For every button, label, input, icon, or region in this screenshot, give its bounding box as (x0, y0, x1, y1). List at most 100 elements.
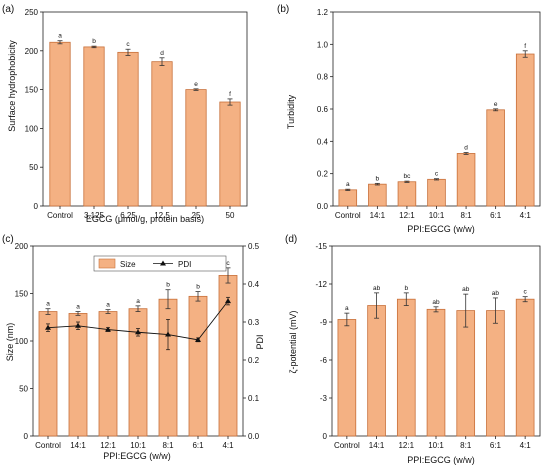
y-tick-label: 0.0 (317, 202, 329, 211)
y-tick-label: 0.8 (317, 73, 329, 82)
pdi-point (225, 298, 231, 304)
plot-a: 0 50 100 150 200 250 a Control b 3.125 c 6.25 d 12.5 e… (25, 8, 248, 220)
significance-letter: d (464, 144, 468, 151)
bar (397, 181, 417, 207)
x-tick-label: 14:1 (369, 441, 385, 450)
x-tick-label: Control (47, 211, 73, 220)
plot-b: 0.0 0.2 0.4 0.6 0.8 1.0 1.2 a Control b 14:1 bc 12:1… (317, 8, 541, 220)
x-tick-label: 12.5 (154, 211, 170, 220)
bar (68, 313, 88, 437)
legend-c: Size PDI (93, 255, 227, 272)
y-tick-label: 150 (25, 86, 39, 95)
significance-letter: e (494, 101, 498, 108)
bar (117, 51, 139, 207)
y-tick-label: 1.2 (317, 8, 329, 17)
x-tick-label: 6:1 (192, 441, 204, 450)
bar (486, 109, 505, 207)
bar (515, 53, 535, 207)
bar (396, 298, 416, 437)
bar (456, 310, 476, 437)
panel-b: (b) Turbidity PPI:EGCG (w/w) 0.00.20.40.… (277, 4, 541, 234)
bar (427, 178, 446, 207)
y-tick-label: 0.4 (317, 137, 329, 146)
significance-letter: c (524, 289, 528, 296)
y-tick-label: 250 (25, 8, 39, 17)
bar (337, 319, 357, 437)
x-tick-label: 8:1 (461, 211, 473, 220)
bar (188, 295, 208, 437)
y-tick-label: -12 (315, 280, 327, 289)
x-tick-label: Control (334, 441, 360, 450)
y-tick-label: 0 (24, 432, 29, 441)
significance-letter: a (345, 305, 349, 312)
legend-pdi-marker (160, 260, 166, 266)
significance-letter: e (194, 81, 198, 88)
significance-letter: b (196, 284, 200, 291)
y2-tick-label: 0.4 (248, 280, 260, 289)
significance-letter: a (136, 298, 140, 305)
y2label-c: PDI (255, 334, 265, 349)
x-tick-label: 4:1 (222, 441, 234, 450)
y-tick-label: 0 (323, 432, 328, 441)
significance-letter: f (229, 91, 231, 98)
panel-a: (a) Surface hydrophobicity EGCG (μmol/g,… (2, 4, 248, 224)
y2-tick-label: 0.5 (248, 242, 260, 251)
y-tick-label: 150 (15, 290, 29, 299)
bar (219, 101, 241, 207)
x-tick-label: 12:1 (100, 441, 116, 450)
pdi-point (75, 322, 81, 328)
significance-letter: a (76, 304, 80, 311)
ylabel-c: Size (nm) (5, 323, 15, 362)
pdi-point (105, 326, 111, 332)
x-tick-label: Control (35, 441, 61, 450)
plot-c: 0 50 100 150 200 a Control a 14:1 a 12:1 a 10:1 b 8:1 b… (15, 242, 260, 450)
panel-label-b: (b) (277, 4, 289, 15)
significance-letter: bc (403, 173, 411, 180)
panel-label-d: (d) (285, 234, 297, 245)
panel-label-a: (a) (2, 4, 14, 15)
xlabel-d: PPI:EGCG (w/w) (407, 455, 475, 465)
x-tick-label: 50 (226, 211, 235, 220)
bar (456, 153, 476, 207)
significance-letter: a (58, 33, 62, 40)
axes-frame (42, 11, 248, 207)
xlabel-c: PPI:EGCG (w/w) (103, 451, 171, 461)
y2-tick-label: 0.2 (248, 356, 260, 365)
pdi-point (195, 336, 201, 342)
bar (151, 61, 173, 207)
x-tick-label: 25 (192, 211, 201, 220)
ylabel-b: Turbidity (286, 94, 296, 129)
pdi-point (45, 324, 51, 330)
bar (185, 89, 207, 207)
significance-letter: ab (432, 299, 440, 306)
x-tick-label: 4:1 (520, 441, 532, 450)
significance-letter: a (346, 181, 350, 188)
bar (128, 308, 148, 437)
legend-size-label: Size (120, 260, 136, 269)
significance-letter: f (524, 43, 526, 50)
significance-letter: ab (462, 286, 470, 293)
x-tick-label: 12:1 (398, 441, 414, 450)
legend-pdi-label: PDI (178, 260, 191, 269)
y-tick-label: 0.2 (317, 170, 329, 179)
significance-letter: ab (373, 285, 381, 292)
bar (49, 41, 71, 207)
y-tick-label: 100 (25, 124, 39, 133)
panel-c: (c) Size (nm) PDI PPI:EGCG (w/w) 0 50 100 1… (2, 234, 265, 461)
pdi-point (165, 331, 171, 337)
y-tick-label: 1.0 (317, 40, 329, 49)
bar (426, 308, 446, 437)
significance-letter: a (46, 301, 50, 308)
y-tick-label: -15 (315, 242, 327, 251)
y-tick-label: 200 (25, 47, 39, 56)
significance-letter: c (435, 171, 439, 178)
pdi-point (135, 329, 141, 335)
xlabel-a: EGCG (μmol/g, protein basis) (86, 214, 204, 224)
y-tick-label: 100 (15, 337, 29, 346)
y-tick-label: 50 (19, 385, 28, 394)
bar (486, 310, 505, 437)
plot-d: 0 -3 -6 -9 -12 -15 a Control ab 14:1 b 12:1 ab 10:1 ab… (315, 242, 541, 450)
y-tick-label: -3 (320, 394, 328, 403)
y-tick-label: 0.6 (317, 105, 329, 114)
x-tick-label: 8:1 (162, 441, 174, 450)
